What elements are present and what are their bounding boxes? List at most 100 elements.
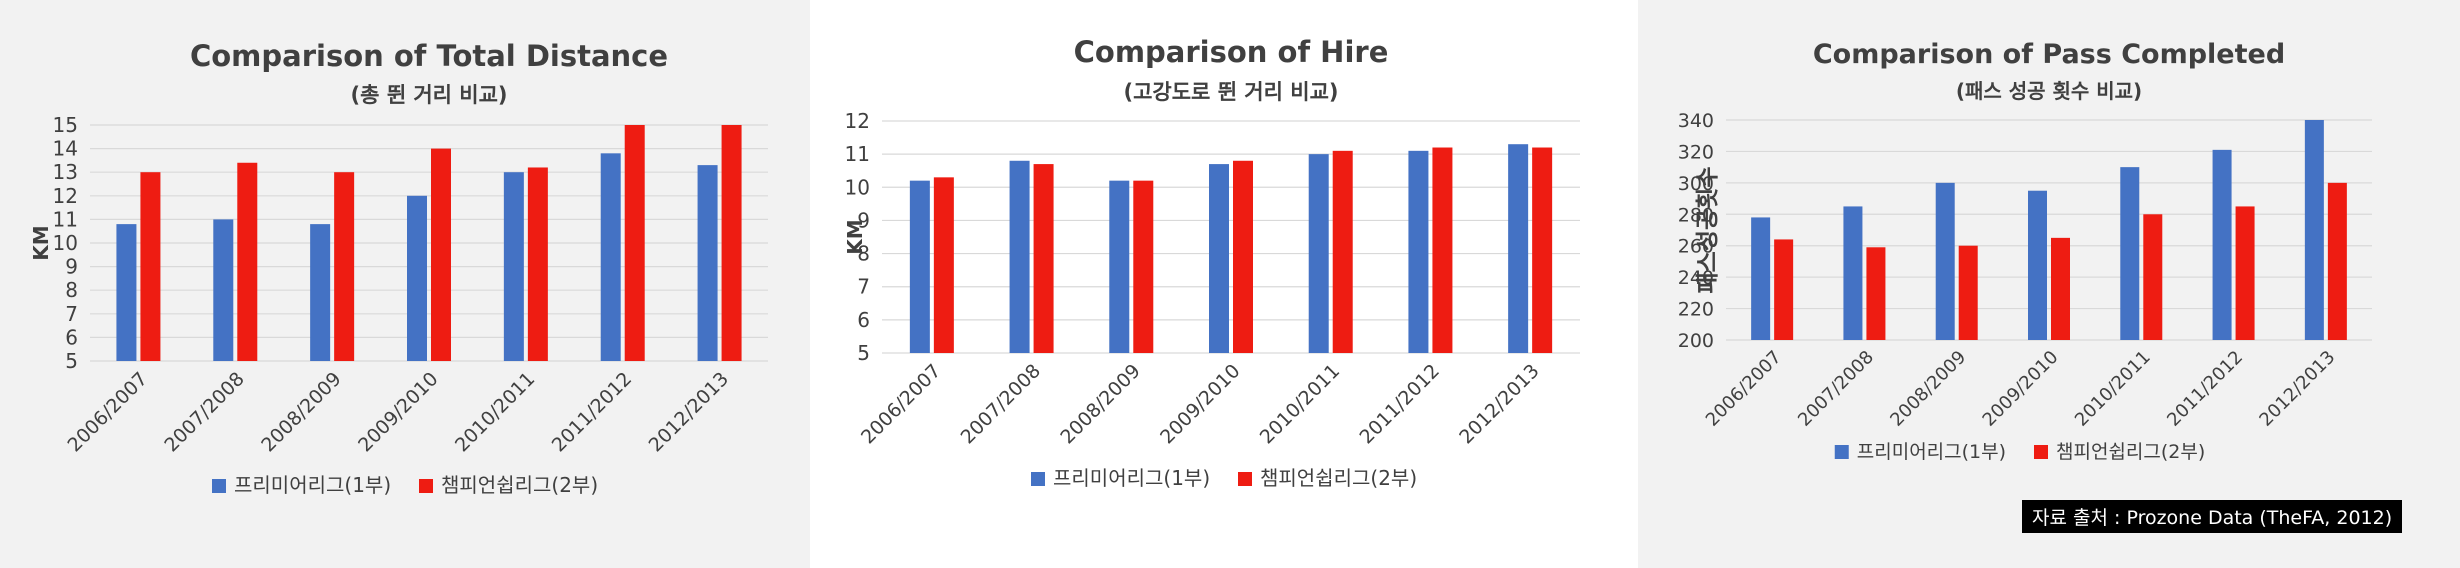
bar-championship xyxy=(140,172,161,361)
x-tick-label: 2008/2009 xyxy=(257,368,345,456)
legend-swatch-championship xyxy=(2034,445,2048,459)
bar-championship xyxy=(2327,182,2347,340)
bar-championship xyxy=(933,177,954,353)
bar-premier xyxy=(2212,149,2232,340)
x-tick-label: 2012/2013 xyxy=(1455,360,1543,448)
y-tick-label: 9 xyxy=(65,255,78,279)
y-tick-label: 6 xyxy=(65,325,78,349)
source-label: 자료 출처 : Prozone Data (TheFA, 2012) xyxy=(2022,500,2403,533)
legend-swatch-premier xyxy=(1834,445,1849,459)
y-tick-label: 200 xyxy=(1678,330,1714,352)
legend-label-championship: 챔피언쉽리그(2부) xyxy=(1260,466,1417,490)
bar-championship xyxy=(334,172,355,361)
y-tick-label: 220 xyxy=(1678,299,1714,321)
y-tick-label: 10 xyxy=(53,231,78,255)
legend-label-premier: 프리미어리그(1부) xyxy=(234,473,391,497)
bar-premier xyxy=(1843,206,1863,340)
y-tick-label: 12 xyxy=(53,184,78,208)
bar-championship xyxy=(1532,147,1553,353)
y-tick-label: 10 xyxy=(845,175,870,199)
y-tick-label: 7 xyxy=(857,275,870,299)
y-tick-label: 9 xyxy=(857,208,870,232)
x-tick-label: 2009/2010 xyxy=(1979,347,2063,431)
bar-premier xyxy=(116,224,137,361)
y-tick-label: 260 xyxy=(1678,236,1714,258)
x-tick-label: 2012/2013 xyxy=(2255,347,2339,431)
bar-championship xyxy=(1432,147,1453,353)
y-tick-label: 5 xyxy=(65,349,78,373)
chart-subtitle: (고강도로 뛴 거리 비교) xyxy=(1123,80,1338,104)
chart-title: Comparison of Pass Completed xyxy=(1813,39,2285,70)
bar-premier xyxy=(1209,164,1229,353)
y-tick-label: 8 xyxy=(857,242,870,266)
bar-premier xyxy=(1109,180,1130,353)
total-distance-chart: Comparison of Total Distance (총 뛴 거리 비교) 5… xyxy=(29,39,768,497)
bar-premier xyxy=(1308,154,1329,353)
bar-championship xyxy=(1033,164,1054,353)
x-tick-label: 2006/2007 xyxy=(1702,347,1786,431)
y-tick-label: 340 xyxy=(1678,110,1714,132)
bar-premier xyxy=(2028,190,2047,340)
bar-premier xyxy=(503,172,524,361)
x-tick-label: 2006/2007 xyxy=(63,368,151,456)
legend-swatch-premier xyxy=(1031,472,1045,486)
x-tick-label: 2006/2007 xyxy=(857,360,945,448)
y-tick-label: 12 xyxy=(845,109,870,133)
y-tick-label: 14 xyxy=(53,137,78,161)
legend-swatch-championship xyxy=(1238,472,1252,486)
bar-championship xyxy=(1133,180,1154,353)
chart-panel-total-distance: Comparison of Total Distance (총 뛴 거리 비교) 5… xyxy=(0,0,810,568)
x-tick-label: 2007/2008 xyxy=(957,360,1045,448)
x-tick-label: 2007/2008 xyxy=(160,368,248,456)
x-tick-label: 2012/2013 xyxy=(645,368,733,456)
y-tick-label: 11 xyxy=(845,142,870,166)
bar-premier xyxy=(407,195,427,361)
y-tick-label: 280 xyxy=(1678,204,1714,226)
bar-championship xyxy=(1233,160,1253,353)
chart-title: Comparison of Total Distance xyxy=(190,39,668,73)
bar-premier xyxy=(1508,144,1529,353)
bar-championship xyxy=(527,167,548,361)
bar-championship xyxy=(1958,245,1978,340)
bar-premier xyxy=(909,180,930,353)
x-tick-label: 2007/2008 xyxy=(1794,347,1878,431)
y-tick-label: 6 xyxy=(857,308,870,332)
x-tick-label: 2009/2010 xyxy=(1156,360,1244,448)
hire-chart: Comparison of Hire (고강도로 뛴 거리 비교) 5 6 7 8 9 10 1… xyxy=(843,35,1580,490)
legend-swatch-championship xyxy=(419,479,433,493)
y-tick-label: 320 xyxy=(1678,141,1714,163)
bar-championship xyxy=(721,125,742,361)
bar-championship xyxy=(2143,214,2163,340)
bar-premier xyxy=(1408,150,1429,353)
bar-premier xyxy=(1935,182,1955,340)
bar-championship xyxy=(431,148,451,361)
y-axis-label: KM xyxy=(843,219,867,254)
x-tick-label: 2008/2009 xyxy=(1886,347,1970,431)
bar-championship xyxy=(624,125,645,361)
bar-premier xyxy=(600,153,621,361)
pass-completed-chart: Comparison of Pass Completed (패스 성공 횟수 비교… xyxy=(1678,39,2372,463)
chart-panel-pass-completed: Comparison of Pass Completed (패스 성공 횟수 비교… xyxy=(1638,0,2460,568)
x-tick-label: 2009/2010 xyxy=(354,368,442,456)
y-tick-label: 240 xyxy=(1678,267,1714,289)
legend-label-premier: 프리미어리그(1부) xyxy=(1857,441,2006,463)
y-axis-label: 패스성공횟수 xyxy=(1695,167,1721,294)
bar-premier xyxy=(213,219,234,361)
bar-premier xyxy=(697,165,718,361)
y-tick-label: 5 xyxy=(857,341,870,365)
y-tick-label: 7 xyxy=(65,302,78,326)
x-tick-label: 2008/2009 xyxy=(1056,360,1144,448)
bar-championship xyxy=(1866,247,1886,340)
legend-label-championship: 챔피언쉽리그(2부) xyxy=(2056,441,2205,463)
bar-premier xyxy=(1009,160,1030,353)
chart-subtitle: (패스 성공 횟수 비교) xyxy=(1956,79,2142,103)
y-tick-label: 300 xyxy=(1678,173,1714,195)
x-tick-label: 2011/2012 xyxy=(1355,360,1443,448)
x-tick-label: 2010/2011 xyxy=(451,368,539,456)
bar-premier xyxy=(310,224,331,361)
chart-subtitle: (총 뛴 거리 비교) xyxy=(350,83,507,107)
y-tick-label: 13 xyxy=(53,160,78,184)
bar-premier xyxy=(2304,120,2324,340)
y-tick-label: 15 xyxy=(53,113,78,137)
y-tick-label: 8 xyxy=(65,278,78,302)
